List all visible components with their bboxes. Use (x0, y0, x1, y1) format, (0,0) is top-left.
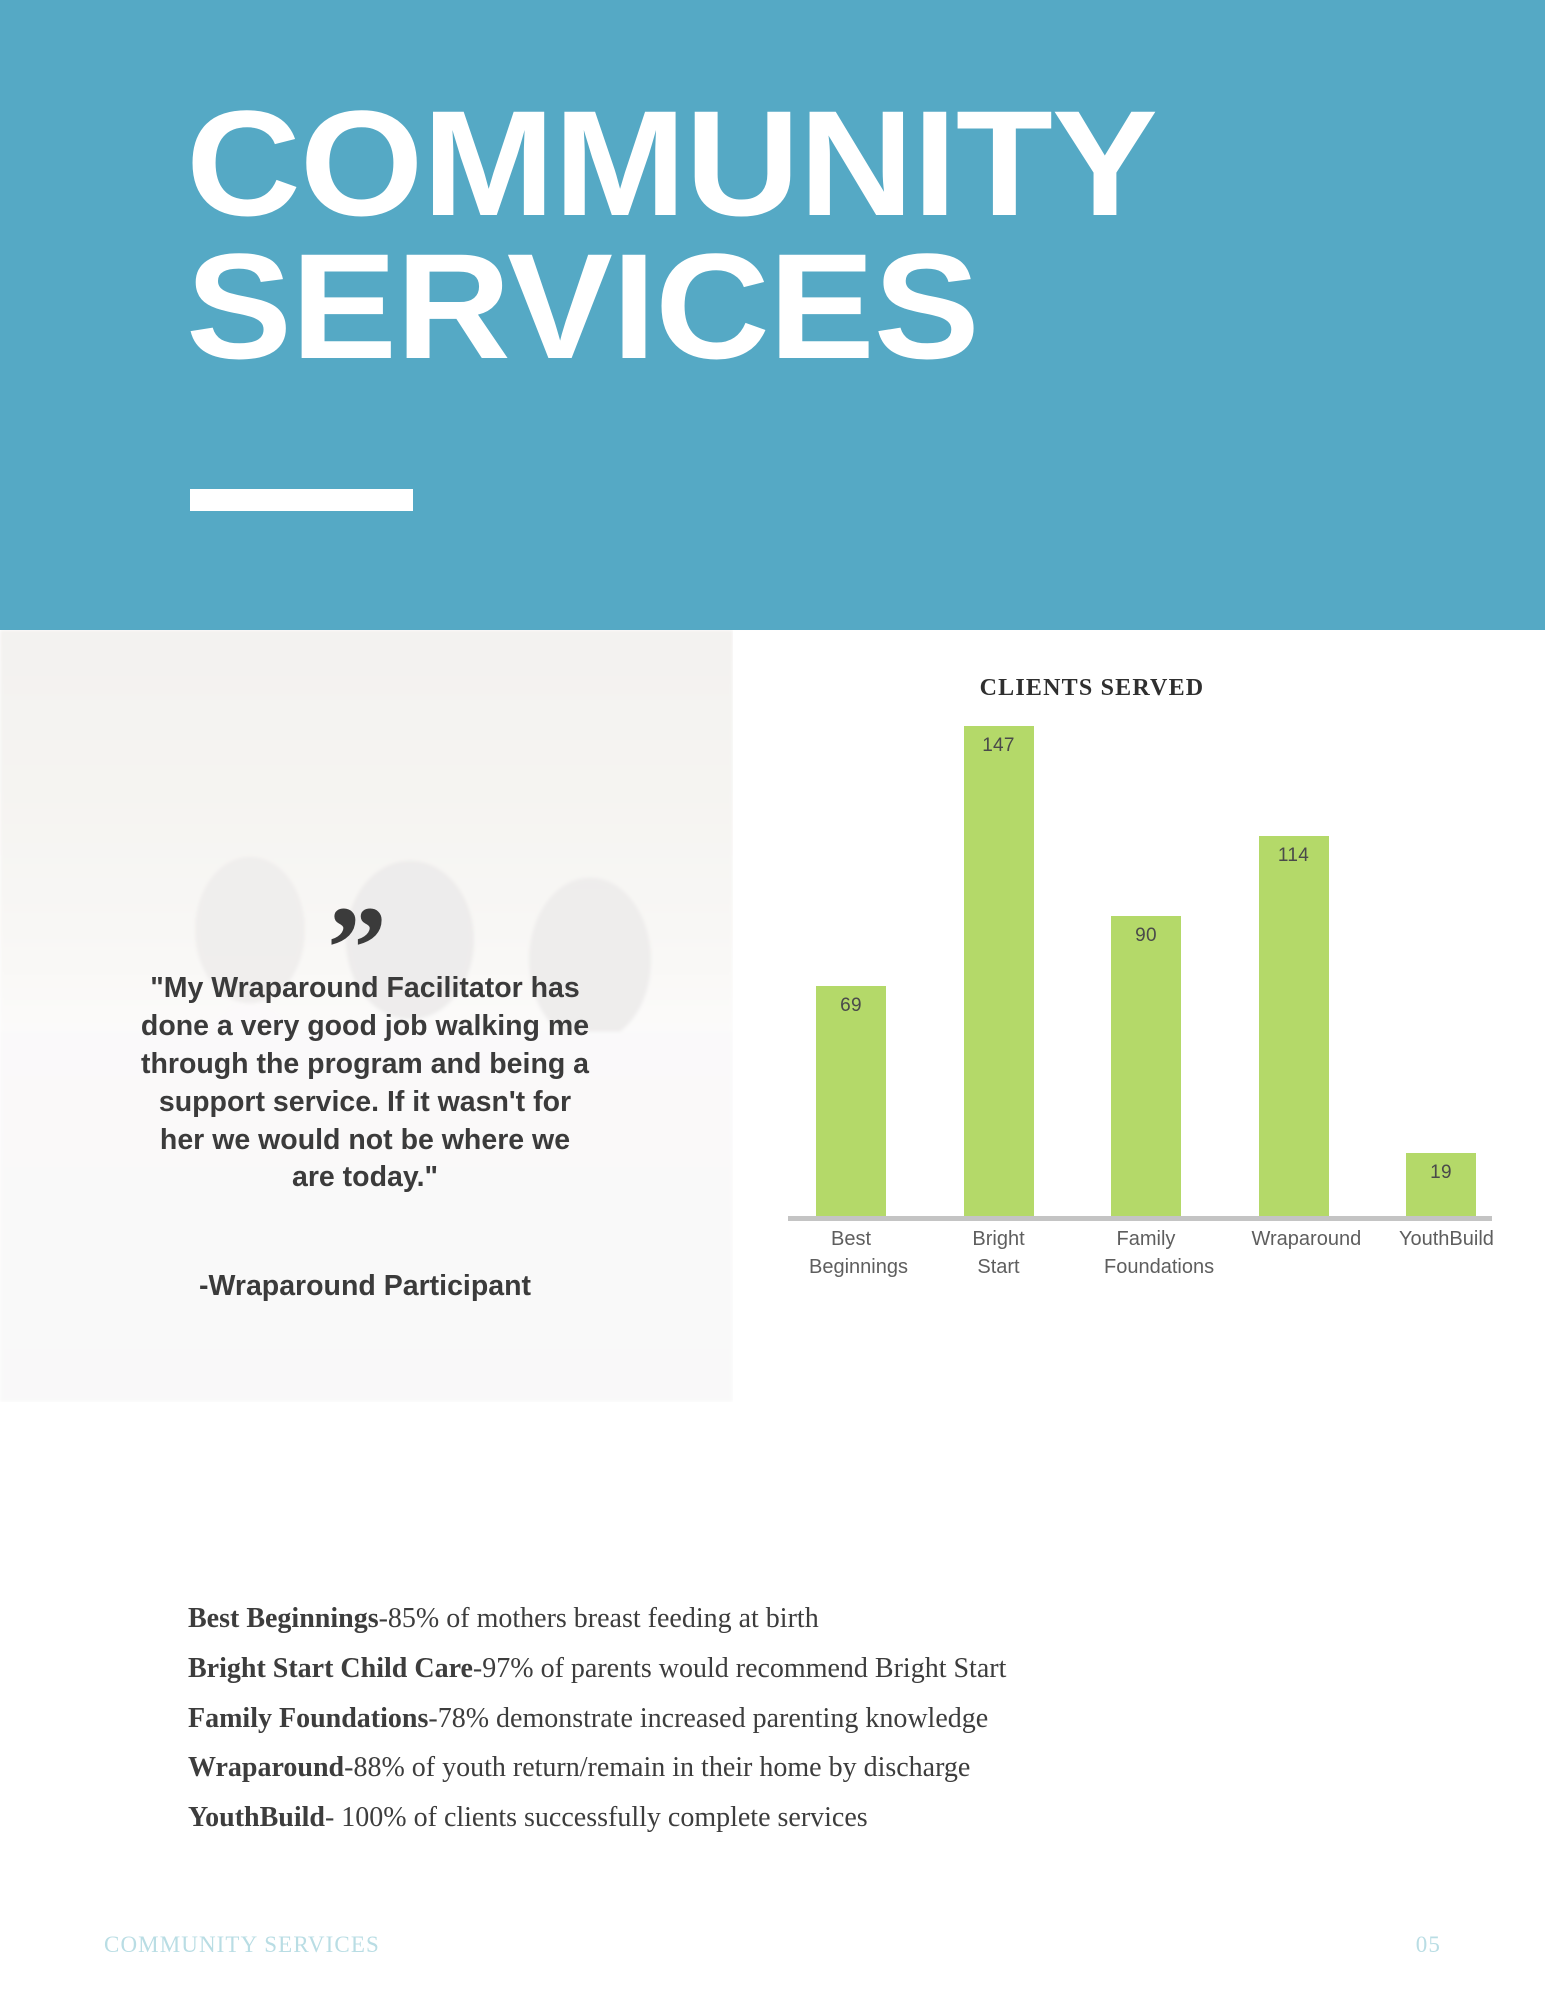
outcome-detail: - 100% of clients successfully complete … (324, 1802, 868, 1834)
clients-served-chart: CLIENTS SERVED 69 147 90 114 19 Best Beginni… (742, 630, 1545, 1402)
outcome-program-name: Family Foundations (188, 1702, 429, 1734)
bar-value-label: 90 (1135, 925, 1157, 946)
outcome-program-name: YouthBuild (188, 1802, 325, 1834)
outcome-detail: -78% demonstrate increased parenting kno… (428, 1702, 989, 1734)
x-axis-tick-labels: Best Beginnings Bright Start Family Founda… (809, 1225, 1494, 1305)
x-axis-label: Wraparound (1251, 1228, 1362, 1250)
bar: 114 (1258, 836, 1329, 1216)
bar-column: 69 (816, 726, 886, 1216)
program-outcomes-list: Best Beginnings-85% of mothers breast fe… (188, 1594, 1428, 1843)
outcome-row: Family Foundations-78% demonstrate incre… (188, 1694, 1428, 1744)
bar-column: 90 (1111, 726, 1181, 1216)
outcome-detail: -88% of youth return/remain in their hom… (344, 1752, 971, 1784)
outcome-program-name: Wraparound (188, 1752, 345, 1784)
outcome-row: Bright Start Child Care-97% of parents w… (188, 1644, 1428, 1694)
page-title: COMMUNITY SERVICES (186, 79, 1158, 390)
bar-value-label: 147 (982, 735, 1015, 756)
photo-overlay-wash (0, 630, 733, 1402)
outcome-row: Wraparound-88% of youth return/remain in… (188, 1743, 1428, 1793)
outcome-row: YouthBuild- 100% of clients successfully… (188, 1793, 1428, 1843)
page-footer: COMMUNITY SERVICES 05 (104, 1932, 1441, 1958)
header-band: COMMUNITY SERVICES (0, 0, 1545, 630)
bar: 147 (963, 726, 1034, 1216)
bar-value-label: 19 (1430, 1161, 1452, 1183)
testimonial-quote: "My Wraparound Facilitator has done a ve… (140, 972, 590, 1194)
outcome-program-name: Bright Start Child Care (188, 1652, 473, 1684)
closing-quote-icon: ” (327, 881, 387, 1014)
outcome-row: Best Beginnings-85% of mothers breast fe… (188, 1594, 1428, 1644)
footer-section-label: COMMUNITY SERVICES (104, 1932, 380, 1957)
chart-title: CLIENTS SERVED (979, 675, 1205, 701)
chart-plot-area: 69 147 90 114 19 Best Beginnings Bright Start… (788, 726, 1498, 1305)
bar-value-label: 69 (840, 995, 862, 1016)
x-axis-label: YouthBuild (1399, 1228, 1494, 1250)
testimonial-attribution: -Wraparound Participant (198, 1270, 531, 1302)
bar-series: 69 147 90 114 19 (816, 726, 1476, 1216)
bar-value-label: 114 (1277, 845, 1310, 866)
bar-column: 147 (963, 726, 1034, 1216)
bar-column: 19 (1406, 726, 1476, 1216)
x-axis-label: Best Beginnings (809, 1228, 908, 1279)
family-photo (0, 630, 733, 1402)
bar-column: 114 (1258, 726, 1329, 1216)
x-axis-label: Family Foundations (1104, 1228, 1215, 1279)
title-underline-rule (190, 489, 413, 511)
outcome-detail: -97% of parents would recommend Bright S… (472, 1652, 1007, 1684)
outcome-detail: -85% of mothers breast feeding at birth (378, 1603, 819, 1634)
bar: 19 (1406, 1152, 1476, 1216)
x-axis-line (788, 1216, 1492, 1221)
x-axis-label: Bright Start (972, 1228, 1025, 1279)
bar: 69 (816, 986, 886, 1216)
outcome-program-name: Best Beginnings (188, 1603, 379, 1634)
footer-page-number: 05 (1415, 1932, 1441, 1957)
bar: 90 (1111, 916, 1181, 1216)
